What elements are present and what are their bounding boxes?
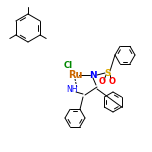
Text: O: O	[98, 78, 105, 86]
Text: Ru: Ru	[68, 70, 82, 80]
Text: Cl: Cl	[63, 60, 73, 69]
Text: NH: NH	[66, 85, 78, 95]
Text: N: N	[89, 71, 97, 79]
Text: S: S	[105, 69, 111, 78]
Text: O: O	[109, 78, 116, 86]
